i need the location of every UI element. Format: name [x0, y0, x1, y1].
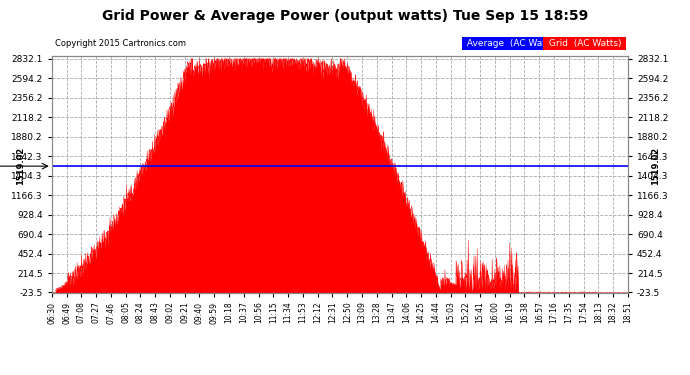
Text: 1519.02: 1519.02 — [651, 147, 660, 185]
Text: Grid  (AC Watts): Grid (AC Watts) — [546, 39, 624, 48]
Text: Grid Power & Average Power (output watts) Tue Sep 15 18:59: Grid Power & Average Power (output watts… — [102, 9, 588, 23]
Text: 1519.02: 1519.02 — [16, 147, 25, 185]
Text: Average  (AC Watts): Average (AC Watts) — [464, 39, 560, 48]
Text: Copyright 2015 Cartronics.com: Copyright 2015 Cartronics.com — [55, 39, 186, 48]
